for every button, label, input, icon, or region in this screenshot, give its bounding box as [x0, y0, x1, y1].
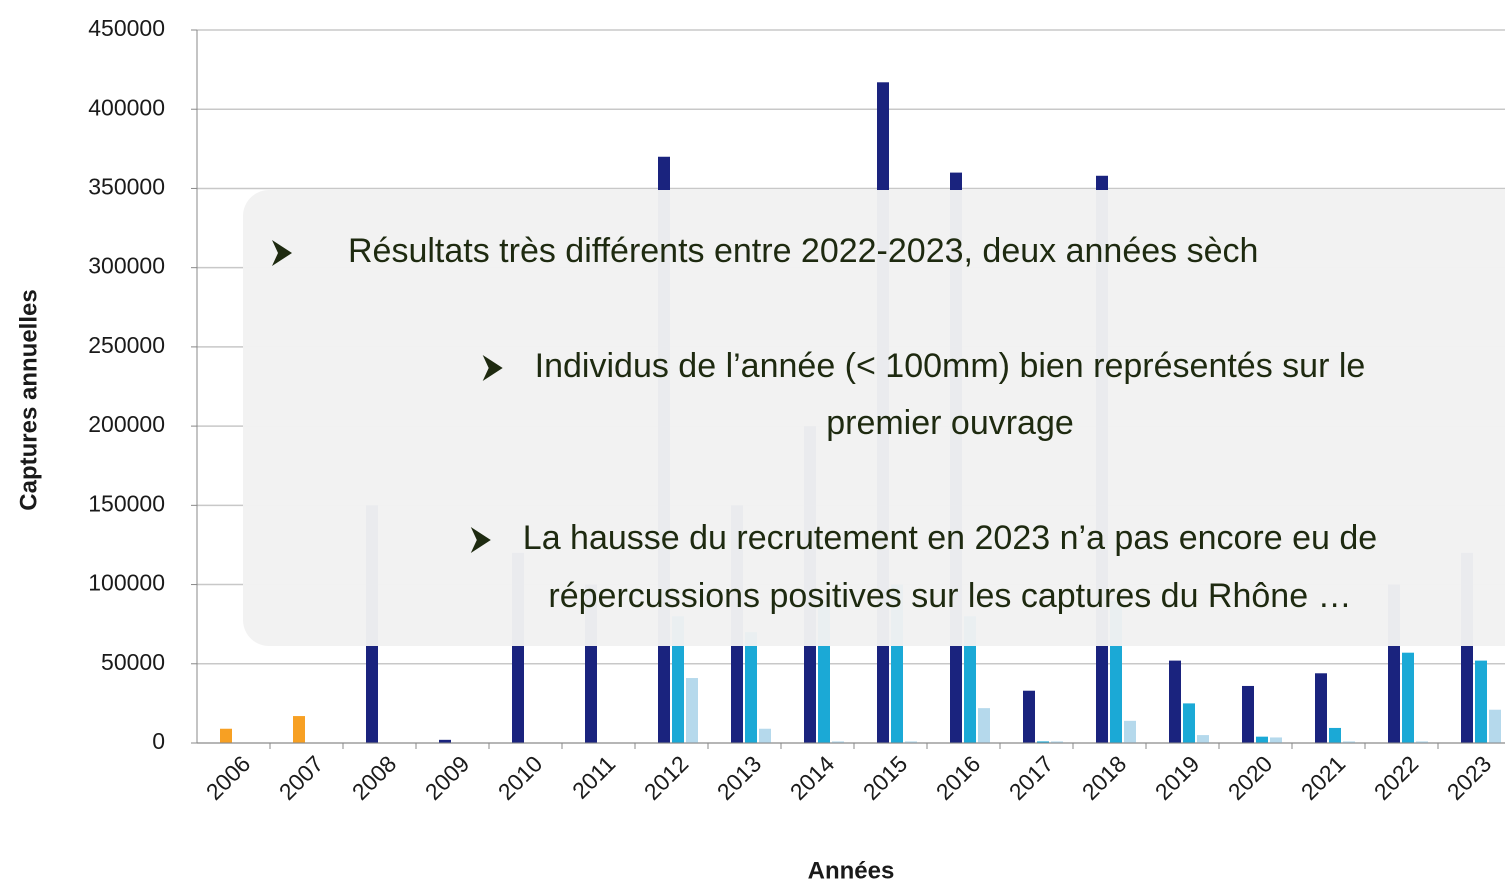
x-tick-label: 2021: [1296, 750, 1351, 805]
x-tick-label: 2006: [201, 750, 256, 805]
note-text: répercussions positives sur les captures…: [548, 577, 1351, 615]
bar: [1343, 741, 1355, 743]
x-tick-label: 2015: [858, 750, 913, 805]
note-box: [243, 190, 1505, 646]
x-tick-label: 2020: [1223, 750, 1278, 805]
y-tick-label: 0: [152, 728, 165, 754]
bullet-arrow: [482, 355, 503, 381]
x-tick-label: 2012: [639, 750, 694, 805]
x-tick-label: 2010: [493, 750, 548, 805]
y-tick-label: 50000: [101, 649, 165, 675]
bar: [978, 708, 990, 743]
x-tick-label: 2009: [420, 750, 475, 805]
bullet-arrow: [272, 240, 292, 266]
bar: [1402, 652, 1414, 743]
bar: [1416, 741, 1428, 743]
y-tick-label: 150000: [88, 490, 165, 516]
bar: [905, 741, 917, 743]
y-axis-title: Captures annuelles: [15, 289, 42, 510]
bar: [1242, 685, 1254, 743]
y-tick-label: 350000: [88, 174, 165, 200]
y-tick-label: 100000: [88, 570, 165, 596]
x-tick-label: 2017: [1004, 750, 1059, 805]
x-tick-label: 2008: [347, 750, 402, 805]
bar: [293, 716, 305, 743]
bar: [1315, 673, 1327, 743]
bar: [1037, 741, 1049, 743]
bar: [1124, 720, 1136, 743]
bar: [1270, 737, 1282, 743]
y-tick-label: 250000: [88, 332, 165, 358]
note-text: La hausse du recrutement en 2023 n’a pas…: [523, 519, 1377, 557]
bar: [1489, 709, 1501, 743]
x-tick-label: 2016: [931, 750, 986, 805]
bar: [1051, 741, 1063, 743]
x-tick-label: 2014: [785, 750, 840, 805]
y-tick-label: 300000: [88, 253, 165, 279]
bar: [1183, 703, 1195, 743]
bar: [1329, 727, 1341, 743]
bar: [759, 728, 771, 743]
bar: [1197, 735, 1209, 743]
x-tick-label: 2022: [1369, 750, 1424, 805]
x-axis-title: Années: [808, 857, 895, 884]
bullet-arrow: [470, 527, 491, 553]
bar: [832, 741, 844, 743]
bar: [672, 616, 684, 743]
x-tick-label: 2023: [1442, 750, 1497, 805]
x-tick-label: 2007: [274, 750, 329, 805]
bar: [439, 739, 451, 743]
bar: [1256, 736, 1268, 743]
note-text: Individus de l’année (< 100mm) bien repr…: [535, 347, 1366, 385]
note-text: premier ouvrage: [826, 404, 1074, 442]
x-tick-label: 2019: [1150, 750, 1205, 805]
bar: [1169, 660, 1181, 743]
y-tick-label: 200000: [88, 411, 165, 437]
bar: [220, 728, 232, 743]
y-tick-label: 400000: [88, 94, 165, 120]
bar: [964, 616, 976, 743]
x-tick-label: 2013: [712, 750, 767, 805]
y-tick-label: 450000: [88, 15, 165, 41]
bar: [686, 678, 698, 743]
bar: [745, 632, 757, 743]
note-text: Résultats très différents entre 2022-202…: [348, 232, 1258, 270]
bar: [1475, 660, 1487, 743]
bar: [1023, 690, 1035, 743]
notes: Résultats très différents entre 2022-202…: [272, 232, 1377, 615]
x-tick-label: 2018: [1077, 750, 1132, 805]
x-tick-label: 2011: [567, 750, 620, 803]
